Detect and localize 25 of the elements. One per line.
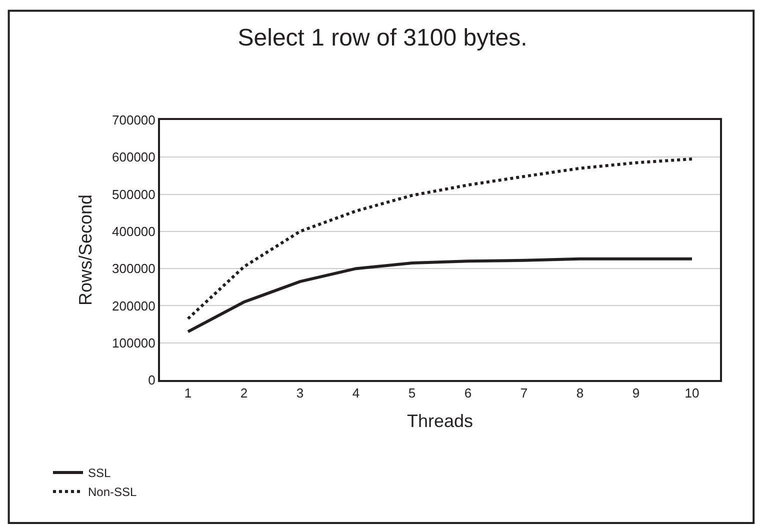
y-tick-label: 200000 — [112, 298, 156, 314]
y-tick-label: 400000 — [112, 224, 156, 239]
legend-label: SSL — [88, 466, 112, 480]
y-tick-label: 700000 — [112, 112, 156, 128]
x-tick-label: 4 — [352, 386, 360, 401]
y-tick-label: 100000 — [112, 335, 156, 350]
x-tick-label: 5 — [408, 386, 416, 401]
x-tick-label: 8 — [576, 386, 584, 401]
x-tick-label: 10 — [684, 386, 700, 401]
x-tick-label: 7 — [520, 386, 528, 401]
x-tick-label: 3 — [296, 386, 304, 401]
y-tick-label: 500000 — [112, 186, 156, 202]
y-tick-label: 300000 — [112, 261, 156, 276]
y-tick-label: 0 — [148, 372, 156, 388]
y-tick-label: 600000 — [112, 150, 156, 165]
x-tick-label: 9 — [632, 386, 640, 401]
y-axis-title: Rows/Second — [76, 194, 96, 306]
legend-label: Non-SSL — [88, 485, 138, 500]
line-series — [186, 257, 694, 334]
x-tick-label: 6 — [464, 386, 472, 401]
chart-title: Select 1 row of 3100 bytes. — [238, 24, 528, 52]
x-tick-label: 2 — [240, 386, 248, 401]
x-axis-title: Threads — [406, 411, 474, 432]
x-tick-label: 1 — [184, 386, 192, 401]
line-series — [186, 158, 694, 320]
